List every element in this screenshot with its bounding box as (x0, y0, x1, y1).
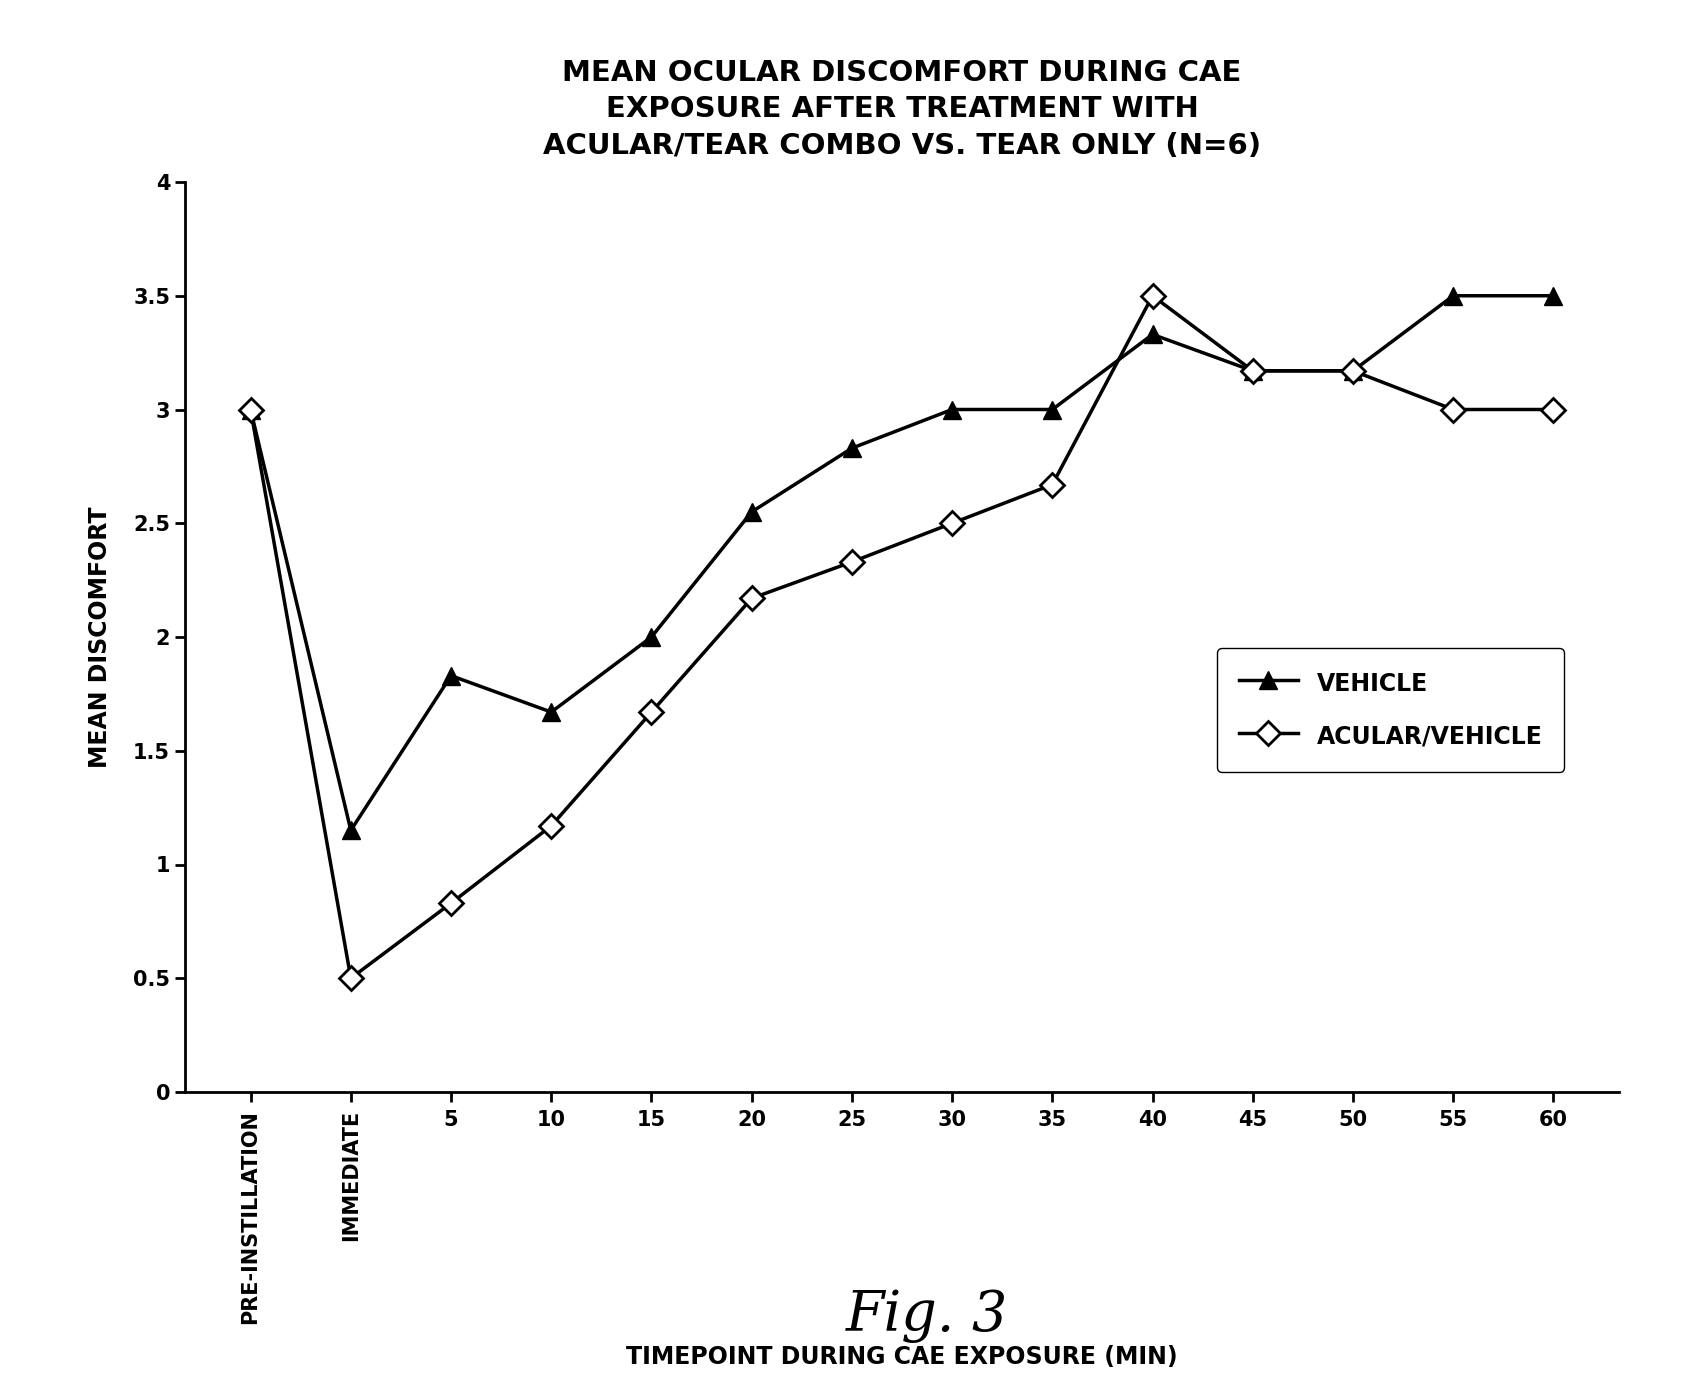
ACULAR/VEHICLE (641, 704, 661, 721)
VEHICLE (841, 440, 862, 456)
ACULAR/VEHICLE (1342, 363, 1362, 379)
VEHICLE (442, 668, 462, 685)
ACULAR/VEHICLE (1243, 363, 1263, 379)
VEHICLE (942, 400, 963, 417)
ACULAR/VEHICLE (742, 589, 762, 606)
VEHICLE (1443, 287, 1463, 304)
ACULAR/VEHICLE (1143, 287, 1163, 304)
VEHICLE (1543, 287, 1563, 304)
Y-axis label: MEAN DISCOMFORT: MEAN DISCOMFORT (88, 507, 113, 767)
ACULAR/VEHICLE (442, 895, 462, 911)
Legend: VEHICLE, ACULAR/VEHICLE: VEHICLE, ACULAR/VEHICLE (1217, 648, 1563, 771)
VEHICLE (541, 704, 561, 721)
Text: Fig. 3: Fig. 3 (846, 1288, 1008, 1344)
VEHICLE (341, 822, 361, 839)
ACULAR/VEHICLE (1042, 476, 1062, 493)
ACULAR/VEHICLE (841, 553, 862, 570)
ACULAR/VEHICLE (341, 970, 361, 987)
VEHICLE (742, 504, 762, 521)
Line: VEHICLE: VEHICLE (241, 287, 1563, 840)
ACULAR/VEHICLE (541, 818, 561, 834)
VEHICLE (641, 629, 661, 645)
VEHICLE (1143, 326, 1163, 343)
VEHICLE (1243, 363, 1263, 379)
VEHICLE (1042, 400, 1062, 417)
VEHICLE (1342, 363, 1362, 379)
VEHICLE (241, 400, 261, 417)
Title: MEAN OCULAR DISCOMFORT DURING CAE
EXPOSURE AFTER TREATMENT WITH
ACULAR/TEAR COMB: MEAN OCULAR DISCOMFORT DURING CAE EXPOSU… (543, 59, 1261, 160)
X-axis label: TIMEPOINT DURING CAE EXPOSURE (MIN): TIMEPOINT DURING CAE EXPOSURE (MIN) (626, 1345, 1179, 1369)
ACULAR/VEHICLE (1443, 400, 1463, 417)
ACULAR/VEHICLE (241, 400, 261, 417)
ACULAR/VEHICLE (1543, 400, 1563, 417)
Line: ACULAR/VEHICLE: ACULAR/VEHICLE (243, 287, 1561, 987)
ACULAR/VEHICLE (942, 515, 963, 532)
